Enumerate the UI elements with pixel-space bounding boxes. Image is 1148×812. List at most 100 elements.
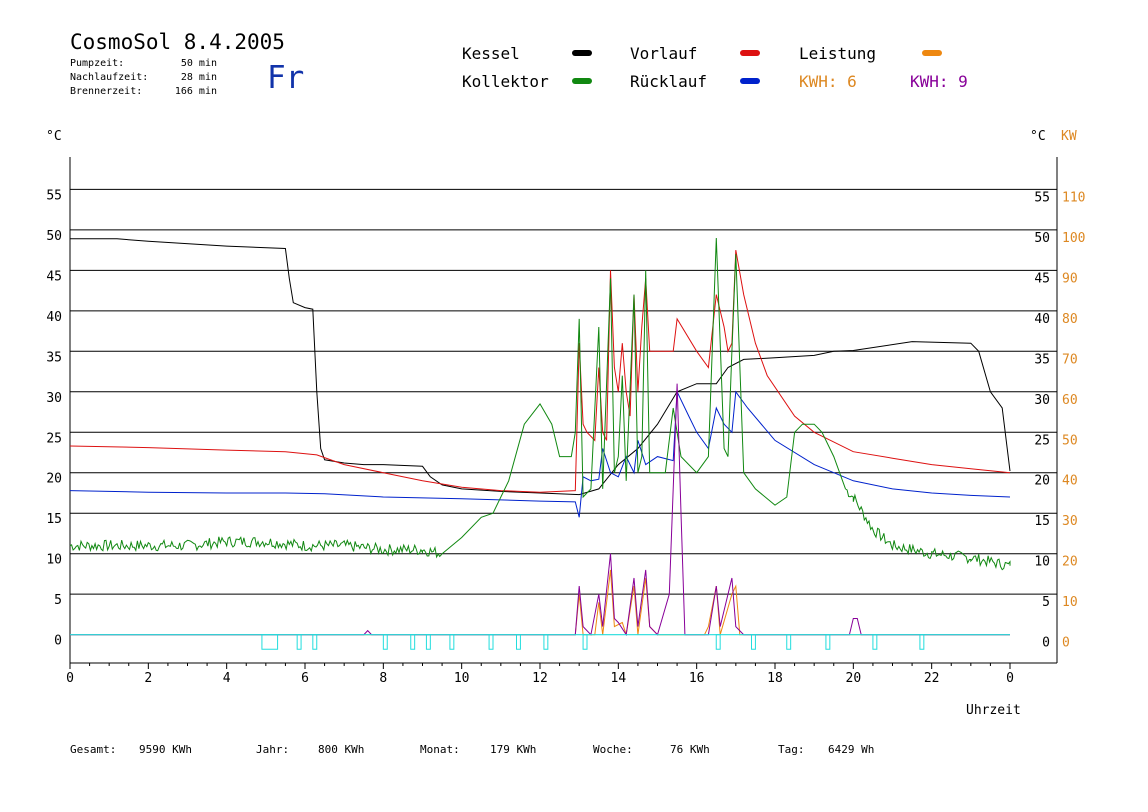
brennerzeit-label: Brennerzeit: [70,86,143,97]
x-tick-6: 12 [532,671,548,686]
x-tick-12: 0 [1006,671,1014,686]
y-tick-kw-0: 0 [1062,636,1070,651]
series-pumpe-pulse-10 [582,634,588,650]
x-tick-10: 20 [846,671,862,686]
y-tick-kw-70: 70 [1062,352,1078,367]
y-tick-right-45: 45 [1034,271,1050,286]
left-unit-label: °C [46,129,62,144]
footer-woche-label: Woche: [593,743,633,756]
x-tick-5: 10 [454,671,470,686]
x-tick-0: 0 [66,671,74,686]
series-leistung [70,569,1010,636]
y-tick-left-25: 25 [46,431,62,446]
brennerzeit-value: 166 min [174,86,217,97]
y-tick-right-50: 50 [1034,231,1050,246]
series-pumpe-pulse-5 [425,634,431,650]
series-pumpe-pulse-0 [261,634,279,650]
weekday-label: Fr [267,60,305,96]
y-tick-right-20: 20 [1034,474,1050,489]
series-pumpe-pulse-12 [751,634,756,650]
right-unit-label: °C [1030,129,1046,144]
legend-vorlauf-swatch [740,50,760,56]
x-tick-11: 22 [924,671,940,686]
legend-leistung: Leistung [799,44,877,63]
y-tick-kw-100: 100 [1062,231,1085,246]
y-tick-left-50: 50 [46,229,62,244]
series-pumpe-pulse-11 [715,634,721,650]
series-pumpe-pulse-13 [786,634,792,650]
y-tick-left-40: 40 [46,310,62,325]
y-tick-right-0: 0 [1042,636,1050,651]
y-tick-left-15: 15 [46,512,62,527]
series-layer [69,237,1011,650]
legend-ruecklauf-swatch [740,78,760,84]
legend-ruecklauf: Rücklauf [630,72,708,91]
x-tick-7: 14 [611,671,627,686]
y-tick-left-45: 45 [46,269,62,284]
y-tick-left-5: 5 [54,593,62,608]
y-tick-kw-80: 80 [1062,312,1078,327]
series-pumpe-pulse-8 [516,634,521,650]
footer-tag-label: Tag: [778,743,805,756]
nachlaufzeit-label: Nachlaufzeit: [70,72,149,83]
series-vorlauf [69,250,1011,493]
y-tick-kw-90: 90 [1062,271,1078,286]
y-tick-kw-60: 60 [1062,393,1078,408]
legend-leistung-swatch [922,50,942,56]
grid-layer [69,157,1058,664]
legend-kollektor-swatch [572,78,592,84]
footer-gesamt-value: 9590 KWh [139,743,192,756]
x-tick-1: 2 [144,671,152,686]
footer-tag-value: 6429 Wh [828,743,875,756]
series-pumpe-pulse-14 [825,634,831,650]
series-pumpe-pulse-7 [488,634,494,650]
legend-kessel-swatch [572,50,592,56]
series-kollektor [69,237,1011,571]
pumpzeit-value: 50 min [180,58,217,69]
x-tick-4: 8 [379,671,387,686]
series-pumpe-pulse-16 [919,634,925,650]
legend-kollektor: Kollektor [462,72,549,91]
series-pumpe-pulse-4 [410,634,416,650]
y-tick-right-10: 10 [1034,555,1050,570]
y-tick-kw-40: 40 [1062,474,1078,489]
legend-kwh-purple: KWH: 9 [910,72,968,91]
y-tick-right-30: 30 [1034,393,1050,408]
y-tick-kw-50: 50 [1062,433,1078,448]
x-tick-2: 4 [223,671,231,686]
y-tick-right-25: 25 [1034,433,1050,448]
y-tick-kw-20: 20 [1062,555,1078,570]
y-tick-right-15: 15 [1034,514,1050,529]
x-tick-9: 18 [767,671,783,686]
series-pumpe-pulse-1 [296,634,302,650]
series-pumpe-pulse-9 [543,634,549,650]
series-pumpe-pulse-6 [449,634,455,650]
y-tick-left-10: 10 [46,553,62,568]
footer-gesamt-label: Gesamt: [70,743,117,756]
nachlaufzeit-value: 28 min [180,72,217,83]
series-purple [70,383,1010,637]
x-tick-8: 16 [689,671,705,686]
y-tick-right-35: 35 [1034,352,1050,367]
footer-monat-label: Monat: [420,743,460,756]
series-kessel [70,238,1011,496]
y-tick-right-55: 55 [1034,190,1050,205]
y-tick-kw-30: 30 [1062,514,1078,529]
y-tick-right-5: 5 [1042,595,1050,610]
series-pumpe-pulse-3 [382,634,388,650]
x-tick-3: 6 [301,671,309,686]
y-tick-left-20: 20 [46,472,62,487]
y-tick-left-35: 35 [46,350,62,365]
pumpzeit-label: Pumpzeit: [70,58,125,69]
y-tick-left-55: 55 [46,188,62,203]
y-tick-right-40: 40 [1034,312,1050,327]
legend-vorlauf: Vorlauf [630,44,698,63]
footer-jahr-value: 800 KWh [318,743,365,756]
x-axis-label: Uhrzeit [966,703,1021,718]
kw-unit-label: KW [1061,129,1077,144]
series-pumpe-pulse-2 [312,634,318,650]
chart-title: CosmoSol 8.4.2005 [70,30,285,54]
footer-jahr-label: Jahr: [256,743,290,756]
